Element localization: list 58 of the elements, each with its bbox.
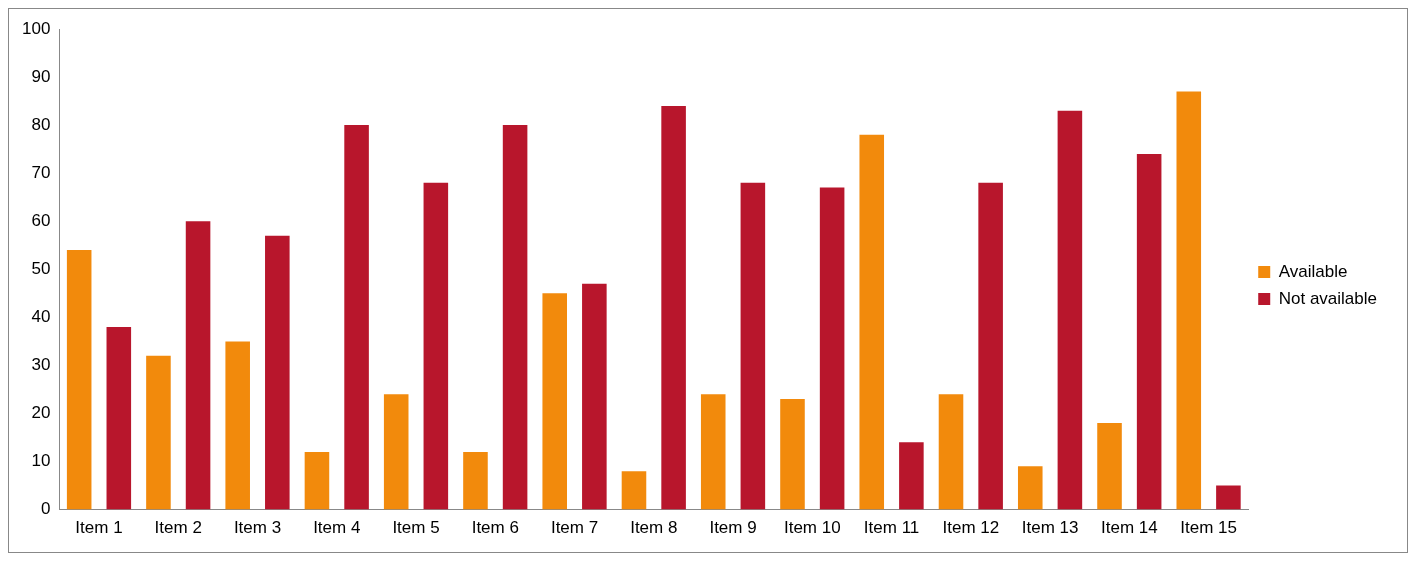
bar — [859, 134, 885, 510]
bar — [1057, 110, 1083, 510]
legend-label: Not available — [1278, 288, 1377, 308]
bar — [978, 182, 1003, 510]
bar — [265, 235, 290, 510]
bar — [344, 125, 369, 510]
bar — [1097, 423, 1122, 510]
bar — [304, 451, 330, 510]
y-tick-label: 70 — [31, 162, 51, 182]
y-tick-label: 10 — [31, 451, 51, 471]
bar — [423, 182, 449, 510]
bar — [383, 394, 409, 510]
bar — [1216, 485, 1241, 510]
x-tick-label: Item 10 — [783, 518, 841, 538]
bar — [740, 182, 766, 510]
bar — [1017, 466, 1043, 510]
x-tick-label: Item 6 — [471, 518, 519, 538]
x-tick-label: Item 15 — [1180, 518, 1237, 538]
y-tick-label: 80 — [31, 114, 51, 134]
bar — [621, 471, 647, 510]
bar — [819, 187, 845, 510]
x-tick-label: Item 1 — [75, 518, 123, 538]
y-tick-label: 60 — [31, 210, 51, 230]
bar — [463, 451, 488, 510]
x-tick-label: Item 7 — [550, 518, 599, 538]
x-tick-label: Item 12 — [942, 518, 1000, 538]
x-tick-label: Item 9 — [709, 518, 757, 538]
bar — [700, 394, 726, 510]
y-tick-label: 90 — [31, 66, 51, 86]
bar — [780, 399, 805, 510]
bar — [106, 326, 132, 510]
bar — [582, 283, 607, 510]
bar — [938, 394, 964, 510]
bar — [66, 250, 92, 510]
y-tick-label: 100 — [21, 18, 51, 38]
x-tick-label: Item 4 — [313, 518, 361, 538]
y-tick-label: 30 — [31, 355, 51, 375]
bar — [502, 125, 528, 510]
x-tick-label: Item 13 — [1021, 518, 1079, 538]
y-tick-label: 20 — [31, 403, 51, 423]
bar — [1136, 153, 1162, 510]
x-tick-label: Item 8 — [630, 518, 678, 538]
bar — [146, 355, 171, 510]
legend-label: Available — [1278, 261, 1348, 281]
bar — [661, 105, 686, 510]
bar — [225, 341, 250, 510]
y-tick-label: 50 — [31, 258, 51, 278]
y-tick-label: 0 — [40, 499, 51, 519]
x-tick-label: Item 11 — [863, 518, 920, 538]
x-tick-label: Item 2 — [154, 518, 202, 538]
x-tick-label: Item 14 — [1100, 518, 1158, 538]
bar — [899, 442, 924, 510]
bar — [1176, 91, 1202, 510]
x-tick-label: Item 5 — [392, 518, 440, 538]
y-tick-label: 40 — [31, 307, 51, 327]
bar — [185, 221, 211, 510]
x-tick-label: Item 3 — [233, 518, 282, 538]
bar — [542, 293, 568, 510]
